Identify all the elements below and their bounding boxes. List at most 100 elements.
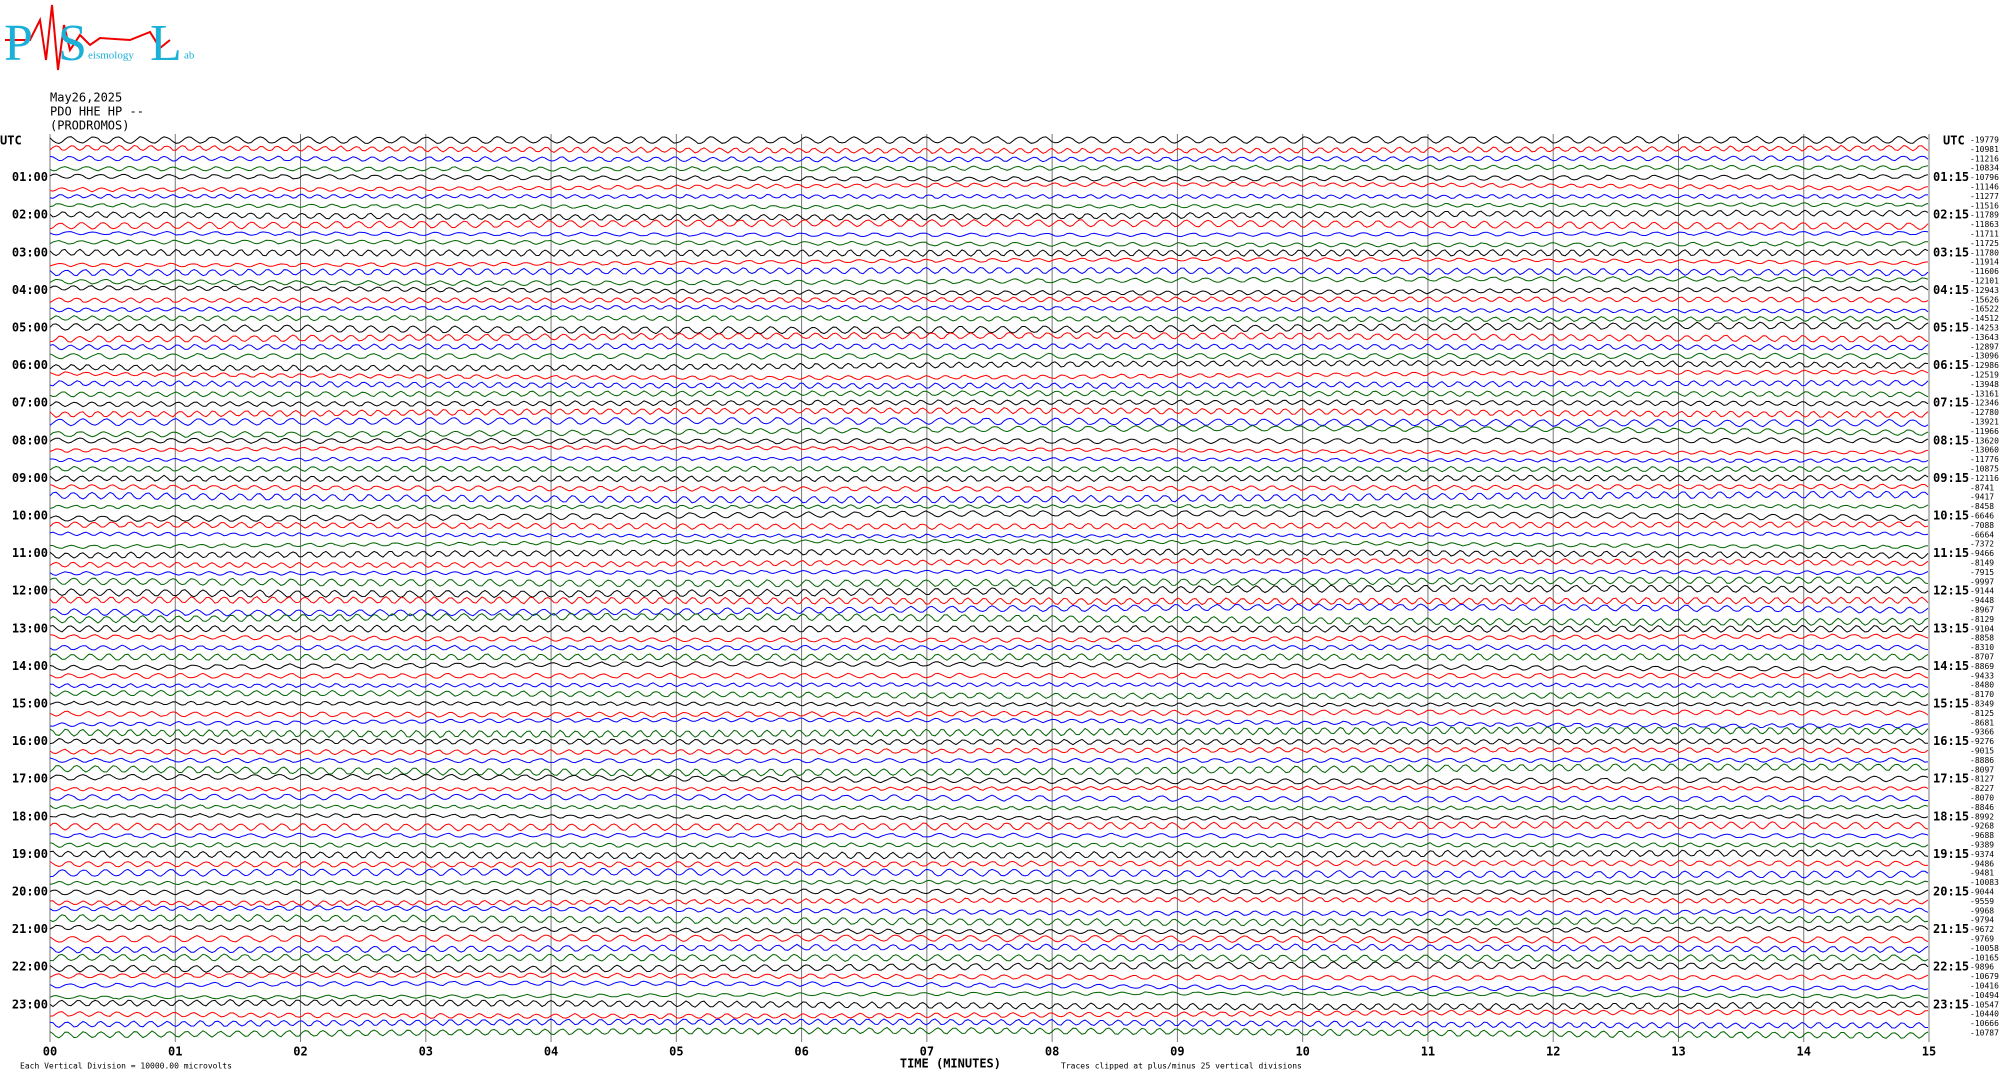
trace [49,961,1929,973]
trace [49,173,1929,182]
trace-offset: -9997 [1970,577,1994,586]
trace-offset: -8149 [1970,559,1994,568]
right-axis-title: UTC [1943,134,1965,148]
trace-offset: -13921 [1970,418,1999,427]
trace [49,509,1929,523]
left-time-label: 23:00 [12,997,48,1011]
trace-offset: -8349 [1970,700,1994,709]
x-tick-label: 01 [168,1045,182,1059]
trace-offset: -9417 [1970,493,1994,502]
trace-offset: -13948 [1970,380,1999,389]
trace-offset: -8741 [1970,483,1994,492]
trace [49,934,1929,944]
note: Traces clipped at plus/minus 25 vertical… [1061,1062,1302,1071]
right-time-label: 16:15 [1933,734,1969,748]
trace-offset: -12101 [1970,277,1999,286]
trace-offset: -8127 [1970,775,1994,784]
trace-offset: -14253 [1970,324,1999,333]
trace-offset: -9769 [1970,935,1994,944]
trace [49,266,1929,277]
x-tick-label: 02 [293,1045,307,1059]
trace [49,633,1929,643]
trace [49,980,1929,992]
left-time-label: 05:00 [12,321,48,335]
trace [49,557,1929,569]
trace [49,503,1929,510]
trace [49,726,1929,739]
right-time-label: 21:15 [1933,922,1969,936]
trace-offset: -10787 [1970,1029,1999,1038]
trace [49,746,1929,756]
right-time-label: 01:15 [1933,170,1969,184]
trace [49,859,1929,868]
trace [49,490,1929,504]
x-tick-label: 13 [1671,1045,1685,1059]
trace [49,785,1929,792]
trace [49,164,1929,172]
trace-offset: -8967 [1970,606,1994,615]
trace [49,757,1929,764]
trace [49,813,1929,821]
trace [49,321,1929,335]
trace-offset: -10666 [1970,1019,1999,1028]
trace-offset: -9374 [1970,850,1994,859]
left-time-label: 14:00 [12,659,48,673]
trace [49,999,1929,1011]
trace-offset: -10494 [1970,991,1999,1000]
x-tick-label: 06 [794,1045,808,1059]
x-tick-label: 07 [920,1045,934,1059]
right-time-label: 02:15 [1933,208,1969,222]
trace [49,369,1929,381]
x-tick-label: 00 [43,1045,57,1059]
trace-offset: -8125 [1970,709,1994,718]
trace [49,924,1929,935]
trace-offset: -8227 [1970,784,1994,793]
right-time-label: 07:15 [1933,396,1969,410]
trace [49,256,1929,268]
trace-offset: -11863 [1970,220,1999,229]
trace-offset: -9688 [1970,831,1994,840]
trace-offset: -8129 [1970,615,1994,624]
trace [49,700,1929,708]
right-time-label: 12:15 [1933,584,1969,598]
trace-offset: -11966 [1970,427,1999,436]
trace-offset: -12116 [1970,474,1999,483]
x-tick-label: 03 [419,1045,433,1059]
trace-offset: -10834 [1970,164,1999,173]
trace-offset: -12897 [1970,342,1999,351]
trace [49,465,1929,473]
right-time-label: 17:15 [1933,772,1969,786]
trace-offset: -16522 [1970,305,1999,314]
left-time-label: 01:00 [12,170,48,184]
trace [49,849,1929,860]
trace [49,867,1929,879]
note: Each Vertical Division = 10000.00 microv… [20,1062,232,1071]
trace-offset: -13096 [1970,352,1999,361]
right-time-label: 04:15 [1933,283,1969,297]
left-time-label: 11:00 [12,546,48,560]
trace-offset: -8681 [1970,718,1994,727]
trace-offset: -11606 [1970,267,1999,276]
trace [49,181,1929,193]
left-time-label: 15:00 [12,697,48,711]
trace-offset: -10058 [1970,944,1999,953]
right-time-label: 10:15 [1933,509,1969,523]
trace-offset: -9433 [1970,671,1994,680]
right-time-label: 13:15 [1933,621,1969,635]
trace-offset: -8458 [1970,502,1994,511]
x-tick-label: 12 [1546,1045,1560,1059]
trace-offset: -13060 [1970,446,1999,455]
trace [49,1018,1928,1030]
x-tick-label: 04 [544,1045,558,1059]
trace-offset: -9389 [1970,841,1994,850]
x-tick-label: 10 [1295,1045,1309,1059]
trace [49,248,1929,258]
trace-offset: -6646 [1970,512,1994,521]
trace [49,737,1928,746]
x-tick-label: 11 [1421,1045,1435,1059]
left-time-label: 22:00 [12,960,48,974]
left-time-label: 04:00 [12,283,48,297]
trace [49,709,1929,718]
trace-offset: -10416 [1970,982,1999,991]
trace-offset: -10165 [1970,953,1999,962]
